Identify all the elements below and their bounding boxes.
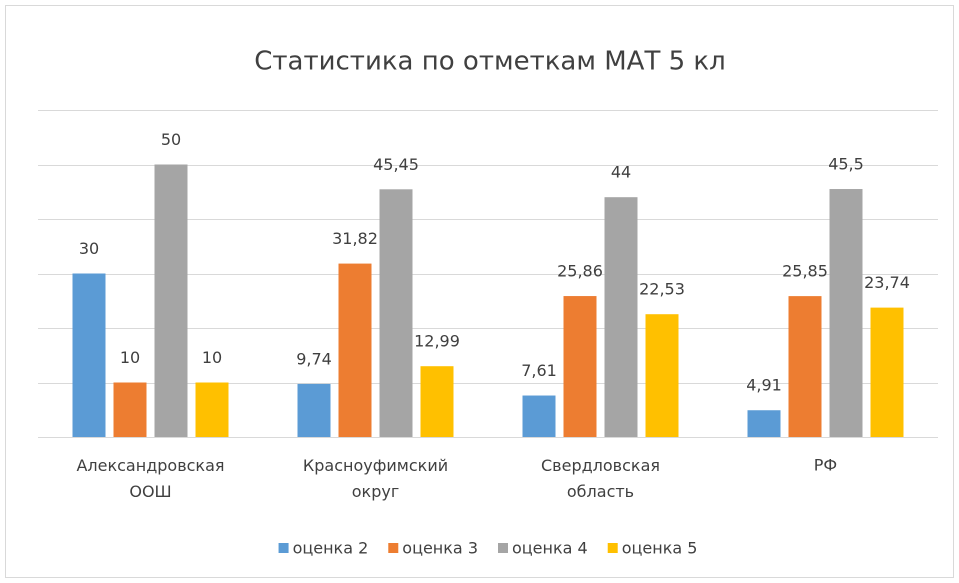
- bar: [522, 395, 556, 437]
- data-label: 4,91: [746, 376, 782, 395]
- bar: [338, 263, 372, 437]
- bar: [297, 383, 331, 437]
- bar: [604, 197, 638, 437]
- data-label: 30: [79, 239, 99, 258]
- legend-label: оценка 2: [293, 539, 369, 558]
- x-tick-label: Свердловская область: [541, 456, 660, 501]
- data-label: 10: [202, 348, 222, 367]
- bar: [72, 273, 106, 437]
- bar: [829, 189, 863, 437]
- data-label: 9,74: [296, 349, 332, 368]
- bar: [788, 296, 822, 437]
- data-label: 44: [611, 163, 631, 182]
- x-tick-label: Александровская ООШ: [76, 456, 224, 501]
- bar: [563, 296, 597, 437]
- legend-label: оценка 5: [622, 539, 698, 558]
- data-label: 23,74: [864, 273, 910, 292]
- bar: [645, 314, 679, 437]
- data-label: 10: [120, 348, 140, 367]
- bar: [420, 366, 454, 437]
- data-label: 7,61: [521, 361, 557, 380]
- chart-title: Статистика по отметкам МАТ 5 кл: [254, 47, 726, 77]
- bar: [747, 410, 781, 437]
- data-label: 25,85: [782, 262, 828, 281]
- bar: [870, 307, 904, 437]
- data-label: 12,99: [414, 332, 460, 351]
- legend-label: оценка 3: [402, 539, 478, 558]
- data-label: 45,45: [373, 155, 419, 174]
- legend-swatch: [607, 543, 618, 553]
- bar: [195, 382, 229, 437]
- legend-swatch: [278, 543, 289, 553]
- bar: [379, 189, 413, 437]
- legend-swatch: [388, 543, 399, 553]
- data-label: 31,82: [332, 229, 378, 248]
- x-tick-label: Красноуфимский округ: [303, 456, 448, 501]
- data-label: 22,53: [639, 280, 685, 299]
- legend: оценка 2 оценка 3 оценка 4 оценка 5: [278, 539, 698, 558]
- bar: [154, 164, 188, 437]
- data-label: 25,86: [557, 262, 603, 281]
- legend-swatch: [498, 543, 508, 553]
- x-tick-label: РФ: [814, 456, 837, 475]
- data-label: 50: [161, 130, 181, 149]
- legend-label: оценка 4: [512, 539, 588, 558]
- bar: [113, 382, 147, 437]
- data-label: 45,5: [828, 155, 864, 174]
